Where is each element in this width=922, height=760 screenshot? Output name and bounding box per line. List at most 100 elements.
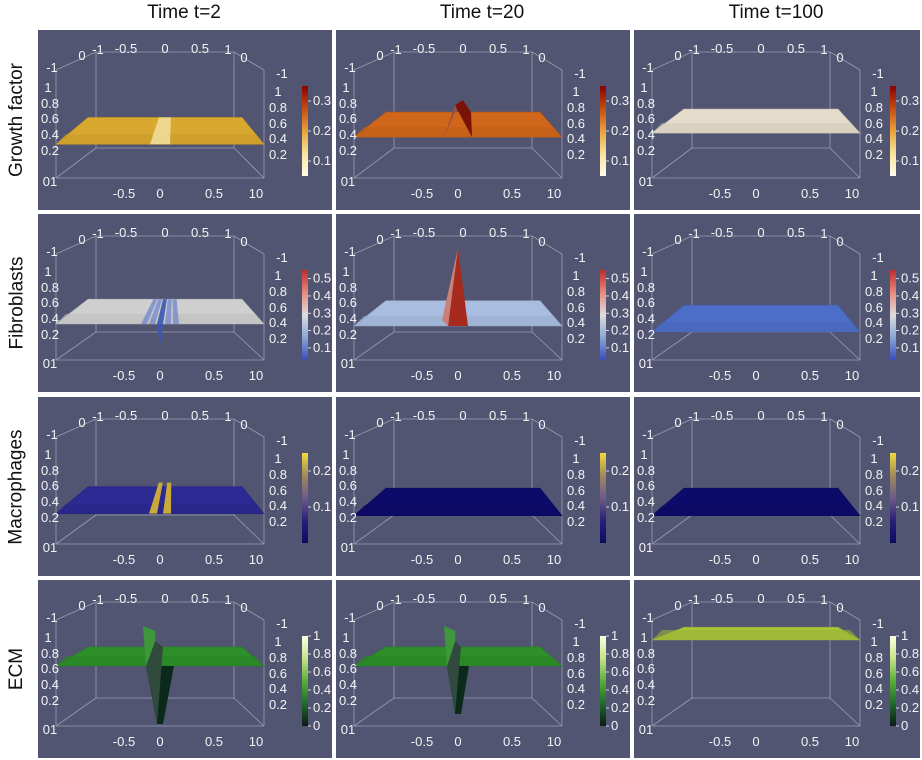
tick-label-back-top: 0 — [836, 417, 843, 432]
tick-label-right: 0.8 — [269, 650, 287, 665]
tick-label-left: 0.8 — [637, 280, 655, 295]
axis-box-edge — [233, 147, 265, 179]
colorbar-tick-label: 0.1 — [611, 499, 629, 514]
tick-label-right: 0.4 — [865, 131, 883, 146]
colorbar-tick-label: 1 — [901, 628, 908, 643]
tick-label-left: -1 — [642, 610, 654, 625]
tick-label-right: -1 — [574, 66, 586, 81]
tick-label-back-top: 0 — [459, 41, 466, 56]
tick-label-left: 0.8 — [637, 646, 655, 661]
tick-label-right: -1 — [276, 433, 288, 448]
tick-label-back-top: -1 — [688, 592, 700, 607]
tick-label-back-top: -0.5 — [413, 41, 435, 56]
panel-ecm-col-3: 0 -1 -0.5 0 0.5 1 0 -1 1 0.8 0.6 0.4 0.2 01 -1 1 0.8 0.6 0… — [634, 580, 920, 758]
tick-label-right: 0.2 — [865, 514, 883, 529]
colorbar — [890, 270, 896, 360]
panel-growth-factor-col-3: 0 -1 -0.5 0 0.5 1 0 -1 1 0.8 0.6 0.4 0.2 01 -1 1 0.8 0.6 0… — [634, 30, 920, 210]
axis-box-edge — [55, 235, 97, 255]
surface-notch — [157, 324, 163, 346]
tick-label-back-top: 0 — [674, 598, 681, 613]
tick-label-left: 0.6 — [339, 478, 357, 493]
tick-label-back-top: 1 — [820, 409, 827, 424]
tick-label-right: 0.8 — [865, 284, 883, 299]
tick-label-left: 0.4 — [637, 677, 655, 692]
tick-label-back-top: 0 — [538, 417, 545, 432]
axis-box-edge — [233, 601, 265, 621]
tick-label-bottom: 0.5 — [801, 734, 819, 749]
tick-label-back-top: 1 — [522, 226, 529, 241]
tick-label-back-top: 0 — [78, 415, 85, 430]
colorbar-tick-label: 0 — [901, 718, 908, 733]
tick-label-bottom: 0 — [752, 186, 759, 201]
colorbar-tick-label: 0.6 — [313, 664, 331, 679]
surface — [651, 626, 862, 641]
tick-label-bottom: 0 — [454, 552, 461, 567]
tick-label-right: -1 — [872, 433, 884, 448]
axis-box-edge — [531, 147, 563, 179]
colorbar-tick-label: 0.2 — [901, 700, 919, 715]
tick-label-right: 0.6 — [865, 116, 883, 131]
tick-label-back-top: 1 — [820, 42, 827, 57]
tick-label-back-top: 0 — [459, 408, 466, 423]
tick-label-left: 0.4 — [41, 311, 59, 326]
colorbar-tick-label: 0.6 — [611, 664, 629, 679]
tick-label-bottom: -0.5 — [709, 734, 731, 749]
tick-label-left: 0.6 — [637, 661, 655, 676]
tick-label-back-top: 1 — [522, 409, 529, 424]
tick-label-back-top: 0 — [376, 415, 383, 430]
tick-label-left: 0.4 — [339, 127, 357, 142]
tick-label-bottom: 0 — [454, 734, 461, 749]
tick-label-back-top: 0.5 — [787, 41, 805, 56]
surface-ripple — [157, 299, 167, 324]
tick-label-right: -1 — [872, 616, 884, 631]
surface — [55, 117, 265, 145]
tick-label-right: 0.2 — [567, 514, 585, 529]
tick-label-bottom: 10 — [547, 734, 561, 749]
tick-label-right: -1 — [276, 616, 288, 631]
panel-fibroblasts-col-3: 0 -1 -0.5 0 0.5 1 0 -1 1 0.8 0.6 0.4 0.2 01 -1 1 0.8 0.6 0… — [634, 214, 920, 392]
axis-box-edge — [233, 697, 265, 727]
surface-trench-rim — [444, 626, 456, 666]
surface — [651, 487, 861, 516]
tick-label-back-top: 0.5 — [489, 408, 507, 423]
colorbar-tick-label: 0.2 — [313, 463, 331, 478]
tick-label-back-top: 0 — [161, 225, 168, 240]
tick-label-right: 0.8 — [567, 467, 585, 482]
axis-box-edge — [829, 51, 861, 71]
surface-ripple — [149, 299, 163, 324]
tick-label-bottom: 10 — [249, 186, 263, 201]
axis-box-edge — [55, 147, 97, 179]
tick-label-bottom: 0 — [752, 734, 759, 749]
colorbar-tick-label: 0.2 — [313, 700, 331, 715]
surface-spike-side — [442, 248, 458, 326]
tick-label-back-top: 0 — [674, 232, 681, 247]
colorbar-tick-label: 0.2 — [313, 123, 331, 138]
colorbar-tick-label: 0.4 — [313, 682, 331, 697]
axis-box-edge — [651, 601, 693, 621]
tick-label-left: 0.6 — [637, 295, 655, 310]
tick-label-left: 0.8 — [339, 463, 357, 478]
tick-label-back-top: 0 — [240, 417, 247, 432]
tick-label-back-top: 0.5 — [489, 225, 507, 240]
colorbar-tick-label: 0.3 — [901, 305, 919, 320]
tick-label-left: 0.6 — [41, 111, 59, 126]
colorbar-tick-label: 0.3 — [313, 93, 331, 108]
tick-label-back-top: 1 — [522, 42, 529, 57]
tick-label-left: 01 — [639, 174, 653, 189]
colorbar-tick-label: 0.5 — [313, 271, 331, 286]
tick-label-back-top: 0.5 — [489, 41, 507, 56]
tick-label-back-top: -0.5 — [115, 41, 137, 56]
colorbar — [302, 636, 308, 726]
tick-label-back-top: 0 — [757, 41, 764, 56]
tick-label-left: 0.8 — [339, 96, 357, 111]
colorbar — [890, 453, 896, 543]
panel-ecm-col-1: 0 -1 -0.5 0 0.5 1 0 -1 1 0.8 0.6 0.4 0.2 01 -1 1 0.8 0.6 0… — [38, 580, 332, 758]
tick-label-left: 0.2 — [41, 693, 59, 708]
tick-label-bottom: 0 — [156, 734, 163, 749]
tick-label-left: 0.2 — [339, 143, 357, 158]
tick-label-left: 0.2 — [637, 143, 655, 158]
axis-box-edge — [233, 331, 265, 361]
tick-label-back-top: 0 — [376, 598, 383, 613]
tick-label-left: 01 — [43, 356, 57, 371]
tick-label-right: 1 — [572, 84, 579, 99]
